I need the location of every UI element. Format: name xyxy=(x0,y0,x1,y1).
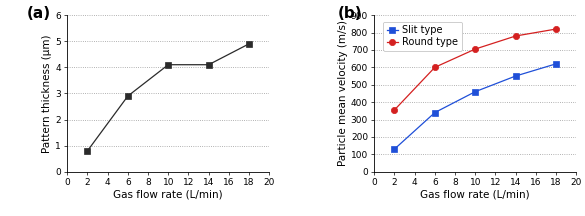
Slit type xyxy=(391,148,398,150)
Line: Round type: Round type xyxy=(391,26,559,113)
Y-axis label: Pattern thickness (μm): Pattern thickness (μm) xyxy=(43,34,53,153)
Text: (a): (a) xyxy=(27,6,51,21)
Round type xyxy=(472,48,479,50)
Slit type xyxy=(512,75,519,77)
Round type xyxy=(391,109,398,111)
Slit type xyxy=(472,90,479,93)
Slit type xyxy=(552,63,559,65)
Round type xyxy=(431,66,438,69)
Round type xyxy=(552,28,559,30)
Slit type xyxy=(431,111,438,114)
X-axis label: Gas flow rate (L/min): Gas flow rate (L/min) xyxy=(421,190,530,200)
Legend: Slit type, Round type: Slit type, Round type xyxy=(383,22,462,51)
Y-axis label: Particle mean velocity (m/s): Particle mean velocity (m/s) xyxy=(338,21,348,166)
Text: (b): (b) xyxy=(338,6,363,21)
Round type xyxy=(512,35,519,37)
X-axis label: Gas flow rate (L/min): Gas flow rate (L/min) xyxy=(113,190,223,200)
Line: Slit type: Slit type xyxy=(391,61,559,152)
